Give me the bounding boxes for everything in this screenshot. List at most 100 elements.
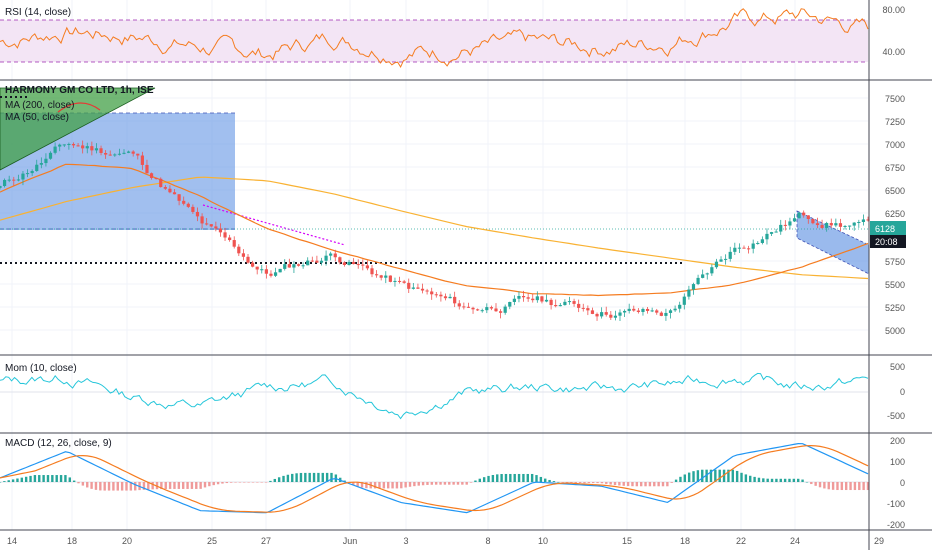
macd-histogram-bar [273, 478, 276, 482]
candle-down [264, 269, 268, 274]
macd-histogram-bar [818, 482, 822, 488]
candle-down [232, 240, 236, 247]
macd-histogram-bar [51, 475, 54, 482]
macd-histogram-bar [657, 482, 660, 487]
macd-histogram-bar [325, 472, 329, 482]
macd-histogram-bar [687, 472, 691, 482]
rsi-tick-80: 80.00 [882, 5, 905, 15]
macd-histogram-bar [639, 482, 643, 487]
candle-down [462, 306, 466, 308]
time-axis[interactable]: 14 18 20 25 27 Jun 3 8 10 15 18 22 24 29 [7, 536, 884, 546]
macd-histogram-bar [7, 480, 10, 482]
macd-histogram-bar [116, 482, 119, 491]
rsi-band [0, 20, 868, 62]
candle-up [117, 153, 122, 155]
macd-histogram-bar [622, 482, 625, 486]
macd-histogram-bar [753, 476, 756, 482]
macd-histogram-bar [173, 482, 176, 489]
macd-histogram-bar [709, 469, 713, 482]
macd-histogram-bar [3, 481, 6, 482]
grid-layer [0, 0, 868, 530]
price-tick: 5500 [885, 280, 905, 290]
candle-up [737, 247, 742, 249]
macd-histogram-bar [779, 478, 782, 482]
macd-histogram-bar [186, 482, 189, 489]
candle-down [149, 173, 154, 178]
macd-histogram-bar [147, 482, 150, 490]
candle-down [521, 296, 526, 298]
ma50-label: MA (50, close) [5, 112, 69, 123]
macd-histogram-bar [478, 478, 481, 482]
candle-up [650, 310, 654, 312]
candle-up [35, 164, 39, 172]
macd-histogram-bar [592, 482, 595, 484]
candle-down [434, 294, 438, 296]
candle-down [572, 301, 576, 304]
candle-down [145, 164, 149, 174]
macd-histogram-bar [522, 473, 525, 482]
candle-up [508, 301, 512, 307]
macd-histogram-bar [24, 476, 28, 482]
macd-histogram-bar [434, 482, 438, 485]
candle-up [724, 258, 728, 260]
candle-up [848, 225, 852, 227]
macd-histogram-bar [692, 471, 695, 482]
macd-histogram-bar [181, 482, 185, 489]
candle-down [163, 187, 167, 189]
macd-histogram-bar [866, 482, 870, 491]
candle-down [425, 290, 429, 292]
candle-up [719, 259, 723, 262]
momentum-axis[interactable]: 500 0 -500 [887, 362, 905, 421]
candle-up [260, 269, 264, 271]
macd-histogram-bar [212, 482, 215, 486]
macd-histogram-bar [107, 482, 111, 491]
candle-up [44, 158, 48, 164]
candle-down [636, 310, 640, 312]
candle-down [71, 143, 76, 146]
macd-histogram-bar [164, 482, 167, 489]
macd-line [0, 442, 869, 514]
candle-up [85, 146, 89, 149]
candle-down [177, 194, 181, 201]
candle-up [567, 301, 572, 303]
macd-histogram-bar [408, 482, 412, 487]
macd-histogram-bar [827, 482, 830, 490]
ma200-line [0, 176, 869, 280]
macd-histogram-bar [731, 469, 734, 482]
candle-up [701, 274, 705, 278]
candle-down [315, 260, 319, 263]
candle-up [558, 305, 562, 307]
candle-down [388, 275, 392, 282]
candle-up [25, 173, 30, 175]
candle-up [710, 267, 714, 274]
last-price-badge [870, 221, 906, 235]
candle-down [586, 308, 590, 311]
macd-histogram-bar [853, 482, 857, 491]
candle-down [540, 296, 544, 302]
candle-down [471, 307, 475, 310]
candle-up [347, 261, 351, 265]
macd-tick: -200 [887, 520, 905, 530]
candle-down [659, 312, 663, 316]
candle-down [379, 275, 383, 278]
candle-up [485, 307, 489, 311]
countdown-badge [870, 235, 906, 248]
candle-group [0, 140, 870, 321]
candle-up [301, 265, 305, 267]
ma200-label: MA (200, close) [5, 100, 74, 111]
macd-histogram-bar [352, 482, 355, 485]
price-tick: 7000 [885, 140, 905, 150]
time-tick: 25 [207, 536, 217, 546]
macd-histogram-bar [256, 482, 259, 483]
macd-histogram-bar [129, 482, 133, 491]
candle-down [632, 308, 636, 311]
candle-down [866, 219, 870, 221]
macd-axis[interactable]: 200 100 0 -100 -200 [887, 436, 905, 530]
macd-histogram-bar [360, 482, 364, 488]
candle-up [7, 179, 11, 181]
macd-histogram-bar [216, 482, 220, 485]
macd-histogram-bar [190, 482, 194, 489]
macd-histogram-bar [426, 482, 429, 485]
price-axis[interactable]: 7500 7250 7000 6750 6500 6250 5750 5500 … [885, 94, 905, 336]
